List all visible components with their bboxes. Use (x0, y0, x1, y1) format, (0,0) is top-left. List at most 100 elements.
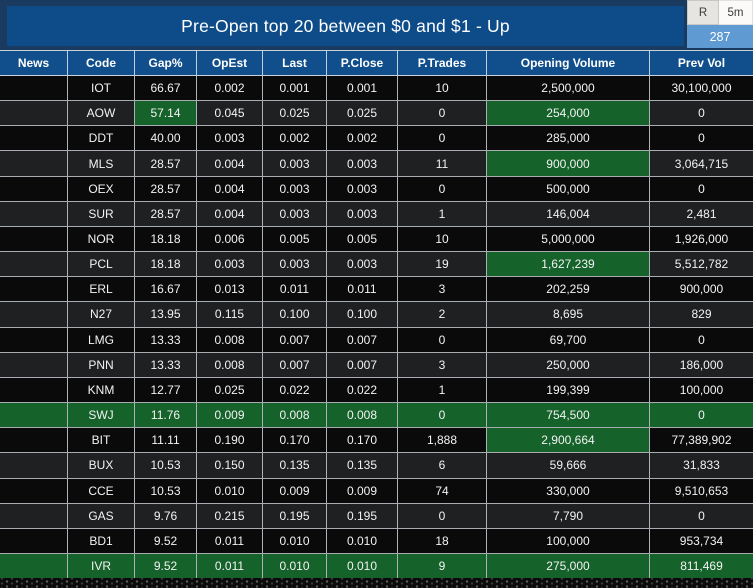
cell-gap: 13.33 (135, 327, 197, 352)
cell-prev-vol: 3,064,715 (650, 151, 753, 176)
cell-prev-vol: 829 (650, 302, 753, 327)
cell-opest: 0.010 (197, 478, 263, 503)
column-header-prev-vol[interactable]: Prev Vol (677, 56, 726, 70)
cell-code: NOR (68, 226, 135, 252)
cell-pclose: 0.003 (327, 201, 398, 226)
table-row[interactable]: PCL 18.18 0.003 0.003 0.003 19 1,627,239 5,512,… (0, 252, 753, 278)
table-row[interactable]: SWJ 11.76 0.009 0.008 0.008 0 754,500 0 (0, 403, 753, 429)
table-row[interactable]: KNM 12.77 0.025 0.022 0.022 1 199,399 100,000 (0, 377, 753, 404)
cell-opest: 0.011 (197, 553, 263, 579)
cell-ptrades: 19 (398, 252, 487, 277)
cell-opening-volume: 69,700 (487, 327, 650, 352)
cell-news (0, 151, 68, 176)
cell-ptrades: 11 (398, 151, 487, 176)
column-header-gap[interactable]: Gap% (135, 51, 197, 75)
cell-prev-vol: 2,481 (650, 201, 753, 226)
cell-opest: 0.008 (197, 352, 263, 377)
cell-code: KNM (68, 377, 135, 403)
cell-news (0, 101, 68, 126)
cell-last: 0.003 (263, 201, 327, 226)
refresh-button[interactable]: R (687, 0, 719, 25)
table-row[interactable]: DDT 40.00 0.003 0.002 0.002 0 285,000 0 (0, 126, 753, 152)
cell-last: 0.170 (263, 428, 327, 453)
cell-prev-vol: 100,000 (650, 377, 753, 403)
cell-last: 0.002 (263, 126, 327, 151)
cell-news (0, 252, 68, 277)
cell-news (0, 302, 68, 327)
cell-news (0, 377, 68, 403)
table-row[interactable]: MLS 28.57 0.004 0.003 0.003 11 900,000 3,064,71… (0, 151, 753, 177)
cell-news (0, 352, 68, 377)
table-row[interactable]: OEX 28.57 0.004 0.003 0.003 0 500,000 0 (0, 176, 753, 202)
cell-pclose: 0.100 (327, 302, 398, 327)
cell-gap: 10.53 (135, 453, 197, 478)
cell-prev-vol: 953,734 (650, 528, 753, 553)
cell-pclose: 0.010 (327, 528, 398, 553)
cell-opening-volume: 2,900,664 (487, 428, 650, 453)
table-row[interactable]: PNN 13.33 0.008 0.007 0.007 3 250,000 186,000 (0, 352, 753, 378)
cell-ptrades: 3 (398, 277, 487, 302)
table-row[interactable]: CCE 10.53 0.010 0.009 0.009 74 330,000 9,510,65… (0, 478, 753, 504)
interval-button[interactable]: 5m (719, 0, 753, 25)
cell-pclose: 0.011 (327, 277, 398, 302)
table-row[interactable]: SUR 28.57 0.004 0.003 0.003 1 146,004 2,481 (0, 201, 753, 227)
table-row[interactable]: IOT 66.67 0.002 0.001 0.001 10 2,500,000 30,100… (0, 76, 753, 102)
table-row[interactable]: N27 13.95 0.115 0.100 0.100 2 8,695 829 (0, 302, 753, 328)
cell-prev-vol: 1,926,000 (650, 226, 753, 252)
cell-opest: 0.004 (197, 201, 263, 226)
cell-opening-volume: 100,000 (487, 528, 650, 553)
table-row[interactable]: NOR 18.18 0.006 0.005 0.005 10 5,000,000 1,926,… (0, 226, 753, 253)
cell-gap: 9.52 (135, 528, 197, 553)
cell-code: BD1 (68, 528, 135, 553)
cell-pclose: 0.001 (327, 76, 398, 101)
table-row[interactable]: BD1 9.52 0.011 0.010 0.010 18 100,000 953,734 (0, 528, 753, 554)
cell-opest: 0.004 (197, 176, 263, 201)
cell-pclose: 0.009 (327, 478, 398, 503)
table-row[interactable]: ERL 16.67 0.013 0.011 0.011 3 202,259 900,000 (0, 277, 753, 303)
cell-opening-volume: 254,000 (487, 101, 650, 126)
cell-opening-volume: 250,000 (487, 352, 650, 377)
cell-gap: 9.52 (135, 553, 197, 579)
cell-code: LMG (68, 327, 135, 352)
column-header-opest[interactable]: OpEst (197, 51, 263, 75)
cell-last: 0.003 (263, 151, 327, 176)
table-row[interactable]: AOW 57.14 0.045 0.025 0.025 0 254,000 0 (0, 101, 753, 127)
cell-ptrades: 0 (398, 327, 487, 352)
cell-gap: 28.57 (135, 151, 197, 176)
cell-pclose: 0.195 (327, 503, 398, 528)
table-row[interactable]: GAS 9.76 0.215 0.195 0.195 0 7,790 0 (0, 503, 753, 529)
cell-opest: 0.003 (197, 252, 263, 277)
column-header-news[interactable]: News (0, 51, 68, 75)
table-header-row: News Code Gap% OpEst Last P.Close P.Trades Open… (0, 50, 753, 76)
cell-code: SWJ (68, 403, 135, 428)
cell-opening-volume: 900,000 (487, 151, 650, 176)
cell-code: BIT (68, 428, 135, 453)
cell-gap: 57.14 (135, 101, 197, 126)
cell-ptrades: 0 (398, 503, 487, 528)
cell-last: 0.003 (263, 252, 327, 277)
column-header-opening-volume[interactable]: Opening Volume (487, 51, 650, 75)
cell-prev-vol: 0 (650, 327, 753, 352)
cell-news (0, 226, 68, 252)
column-header-code[interactable]: Code (68, 51, 135, 75)
table-row[interactable]: BIT 11.11 0.190 0.170 0.170 1,888 2,900,664 77,… (0, 428, 753, 454)
cell-gap: 11.11 (135, 428, 197, 453)
cell-ptrades: 74 (398, 478, 487, 503)
cell-pclose: 0.022 (327, 377, 398, 403)
resize-grip[interactable] (0, 578, 753, 588)
cell-ptrades: 10 (398, 76, 487, 101)
cell-opening-volume: 2,500,000 (487, 76, 650, 101)
table-row[interactable]: IVR 9.52 0.011 0.010 0.010 9 275,000 811,469 (0, 553, 753, 579)
table-row[interactable]: LMG 13.33 0.008 0.007 0.007 0 69,700 0 (0, 327, 753, 353)
cell-pclose: 0.135 (327, 453, 398, 478)
cell-prev-vol: 5,512,782 (650, 252, 753, 277)
column-header-ptrades[interactable]: P.Trades (398, 51, 487, 75)
top-bar: Pre-Open top 20 between $0 and $1 - Up R… (0, 0, 753, 50)
cell-news (0, 403, 68, 428)
cell-opening-volume: 202,259 (487, 277, 650, 302)
cell-news (0, 553, 68, 579)
column-header-last[interactable]: Last (263, 51, 327, 75)
column-header-pclose[interactable]: P.Close (327, 51, 398, 75)
cell-pclose: 0.003 (327, 176, 398, 201)
table-row[interactable]: BUX 10.53 0.150 0.135 0.135 6 59,666 31,833 (0, 453, 753, 479)
